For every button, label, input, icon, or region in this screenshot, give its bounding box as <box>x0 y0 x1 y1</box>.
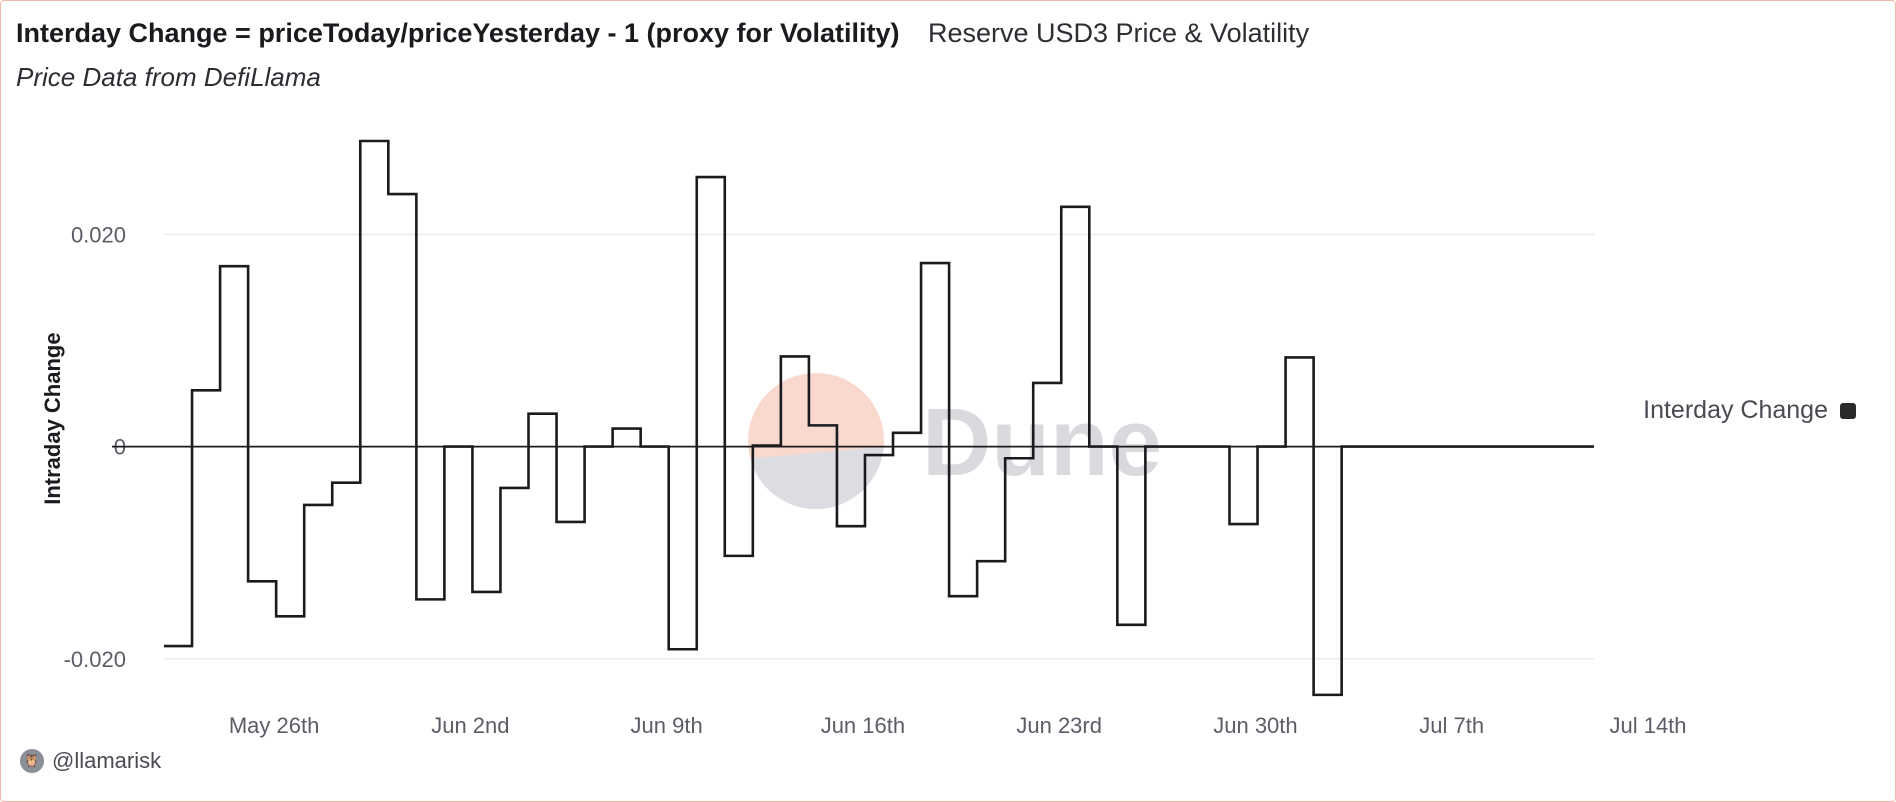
x-tick-label: May 26th <box>229 713 320 738</box>
owl-avatar-icon[interactable]: 🦉 <box>20 749 44 773</box>
dune-watermark-text: Dune <box>922 389 1162 496</box>
grid-lines <box>164 233 1594 660</box>
x-tick-label: Jun 16th <box>821 713 905 738</box>
x-tick-label: Jul 14th <box>1609 713 1686 738</box>
x-tick-label: Jun 2nd <box>431 713 509 738</box>
legend[interactable]: Interday Change <box>1643 396 1856 425</box>
dune-logo-icon <box>748 373 884 509</box>
chart-series-name: Reserve USD3 Price & Volatility <box>927 18 1310 48</box>
y-tick-label: -0.020 <box>64 647 126 672</box>
legend-swatch <box>1840 402 1856 419</box>
series-interday-change <box>164 139 1594 697</box>
author-handle[interactable]: @llamarisk <box>52 748 162 773</box>
x-tick-label: Jun 9th <box>631 713 703 738</box>
x-tick-label: Jul 7th <box>1419 713 1484 738</box>
y-tick-label: 0.020 <box>71 222 126 247</box>
x-tick-label: Jun 23rd <box>1016 713 1102 738</box>
chart-subtitle: Price Data from DefiLlama <box>16 62 321 92</box>
legend-label: Interday Change <box>1643 396 1828 424</box>
dune-logo-lower-half <box>750 446 884 509</box>
series-line[interactable] <box>164 139 1594 697</box>
chart-header: Interday Change = priceToday/priceYester… <box>16 18 1309 49</box>
chart-title: Interday Change = priceToday/priceYester… <box>16 18 900 48</box>
x-tick-label: Jun 30th <box>1213 713 1297 738</box>
x-axis-ticks: May 26th Jun 2nd Jun 9th Jun 16th Jun 23rd Ju… <box>229 713 1687 738</box>
y-axis-label: Intraday Change <box>40 332 65 504</box>
footer: 🦉 @llamarisk <box>20 748 161 774</box>
